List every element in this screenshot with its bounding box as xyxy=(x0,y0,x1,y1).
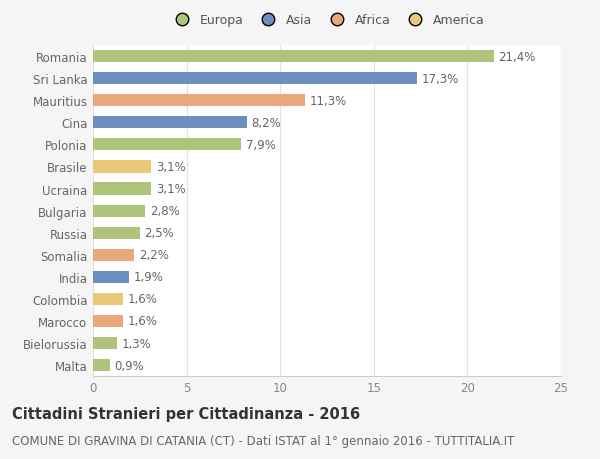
Text: 1,3%: 1,3% xyxy=(122,337,152,350)
Text: 11,3%: 11,3% xyxy=(309,95,346,107)
Bar xyxy=(93,95,305,107)
Bar xyxy=(93,73,417,85)
Text: 7,9%: 7,9% xyxy=(245,139,275,151)
Text: 1,9%: 1,9% xyxy=(133,271,163,284)
Legend: Europa, Asia, Africa, America: Europa, Asia, Africa, America xyxy=(164,9,490,32)
Text: 2,2%: 2,2% xyxy=(139,249,169,262)
Bar xyxy=(93,337,118,349)
Bar xyxy=(93,249,134,261)
Text: 21,4%: 21,4% xyxy=(498,50,536,63)
Text: 1,6%: 1,6% xyxy=(128,315,158,328)
Text: 17,3%: 17,3% xyxy=(422,73,459,85)
Bar xyxy=(93,117,247,129)
Text: COMUNE DI GRAVINA DI CATANIA (CT) - Dati ISTAT al 1° gennaio 2016 - TUTTITALIA.I: COMUNE DI GRAVINA DI CATANIA (CT) - Dati… xyxy=(12,434,514,447)
Text: Cittadini Stranieri per Cittadinanza - 2016: Cittadini Stranieri per Cittadinanza - 2… xyxy=(12,406,360,421)
Text: 8,2%: 8,2% xyxy=(251,117,281,129)
Text: 0,9%: 0,9% xyxy=(115,359,144,372)
Bar xyxy=(93,271,128,283)
Bar xyxy=(93,359,110,371)
Text: 2,5%: 2,5% xyxy=(145,227,174,240)
Bar xyxy=(93,139,241,151)
Bar xyxy=(93,227,140,239)
Bar xyxy=(93,293,123,305)
Bar xyxy=(93,205,145,217)
Text: 2,8%: 2,8% xyxy=(150,205,180,218)
Bar xyxy=(93,315,123,327)
Bar xyxy=(93,183,151,195)
Bar xyxy=(93,51,494,63)
Text: 3,1%: 3,1% xyxy=(156,183,185,196)
Bar xyxy=(93,161,151,173)
Text: 3,1%: 3,1% xyxy=(156,161,185,174)
Text: 1,6%: 1,6% xyxy=(128,293,158,306)
